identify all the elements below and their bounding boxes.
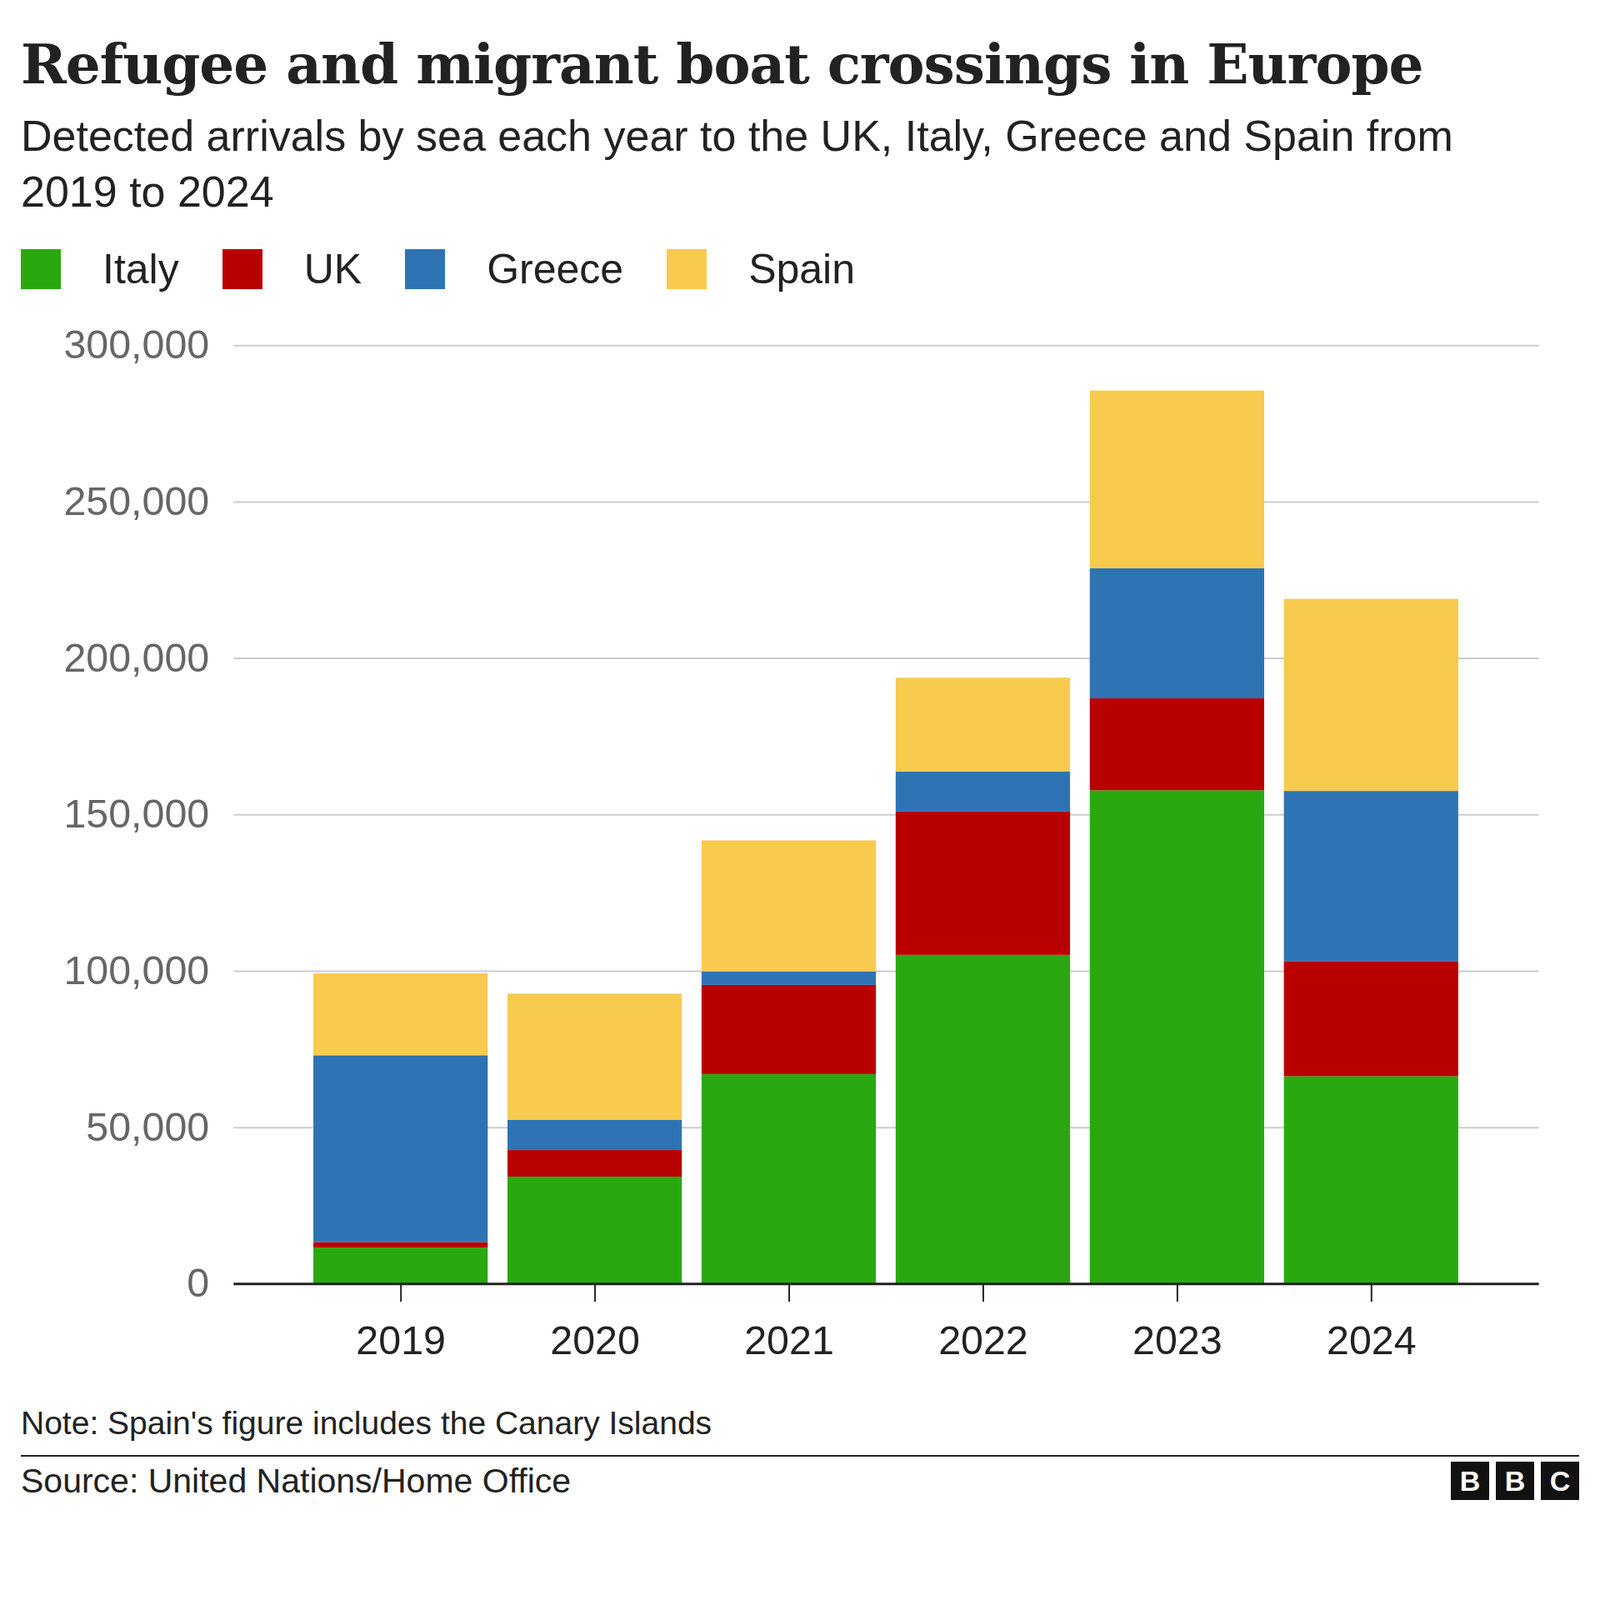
html-text:B: B xyxy=(1459,1464,1481,1497)
svg-text:2023: 2023 xyxy=(1132,1317,1223,1363)
html-text:UK: UK xyxy=(303,245,362,293)
svg-text:250,000: 250,000 xyxy=(63,478,210,524)
html-text:Refugee and migrant boat cross: Refugee and migrant boat crossings in Eu… xyxy=(20,31,1423,97)
svg-text:150,000: 150,000 xyxy=(63,790,210,836)
html-text:Source: United Nations/Home Of: Source: United Nations/Home Office xyxy=(20,1461,571,1500)
html-text:Note: Spain's figure includes: Note: Spain's figure includes the Canary… xyxy=(20,1404,712,1441)
svg-text:0: 0 xyxy=(186,1260,210,1305)
html-text:Spain: Spain xyxy=(748,245,855,293)
svg-text:300,000: 300,000 xyxy=(63,321,210,367)
svg-text:50,000: 50,000 xyxy=(85,1104,210,1150)
svg-text:200,000: 200,000 xyxy=(63,635,210,680)
svg-text:2022: 2022 xyxy=(938,1317,1029,1363)
svg-text:2021: 2021 xyxy=(744,1317,835,1363)
svg-text:2020: 2020 xyxy=(550,1317,640,1363)
html-text:Greece: Greece xyxy=(486,245,624,293)
html-text:Italy: Italy xyxy=(102,245,179,293)
svg-text:2019: 2019 xyxy=(355,1317,446,1363)
html-text:Detected arrivals by sea each: Detected arrivals by sea each year to th… xyxy=(20,111,1454,217)
svg-text:100,000: 100,000 xyxy=(63,947,210,993)
svg-text:2024: 2024 xyxy=(1326,1317,1417,1363)
html-text:B: B xyxy=(1504,1464,1526,1497)
html-text:C: C xyxy=(1549,1464,1571,1497)
